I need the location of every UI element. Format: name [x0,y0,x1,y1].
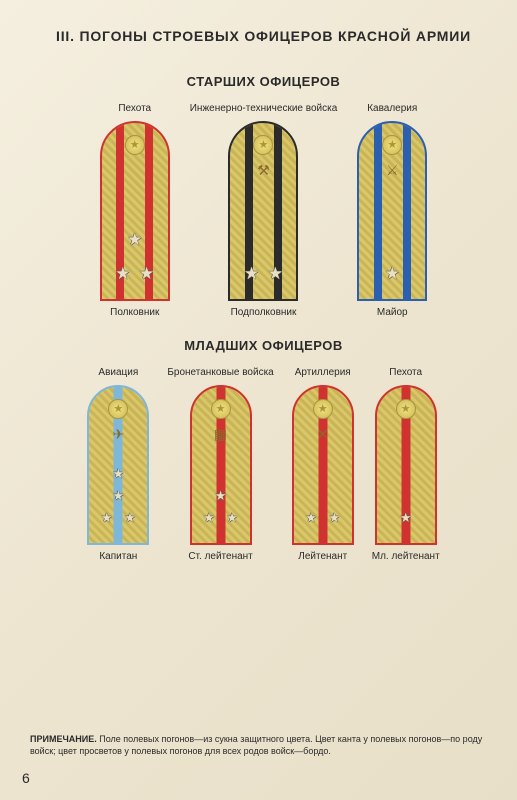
shoulder-board: ★ [375,385,437,545]
rank-star-icon: ★ [385,265,400,282]
shoulder-board-unit: Пехота ★ ★ ★ Полковник [100,103,170,318]
button-icon [396,399,416,419]
rank-star-icon: ★ [101,511,113,524]
rank-label: Ст. лейтенант [188,551,252,562]
rank-star-icon: ★ [215,489,227,502]
rank-star-icon: ★ [124,511,136,524]
rank-star-icon: ★ [115,265,130,282]
junior-row: Авиация✈★★★★КапитанБронетанковые войска▦… [30,367,497,562]
shoulder-board: ★ ★ ★ [100,121,170,301]
rank-label: Лейтенант [298,551,347,562]
shoulder-board-unit: Авиация✈★★★★Капитан [87,367,149,562]
junior-section-title: МЛАДШИХ ОФИЦЕРОВ [30,338,497,353]
rank-star-icon: ★ [139,265,154,282]
button-icon [253,135,273,155]
button-icon [108,399,128,419]
rank-star-icon: ★ [203,511,215,524]
rank-star-icon: ★ [127,231,142,248]
rank-star-icon: ★ [400,511,412,524]
branch-label: Кавалерия [367,103,417,115]
rank-label: Подполковник [231,307,297,318]
rank-star-icon: ★ [268,265,283,282]
rank-label: Мл. лейтенант [372,551,440,562]
button-icon [125,135,145,155]
shoulder-board-unit: Пехота ★ Мл. лейтенант [372,367,440,562]
stripe [403,123,411,299]
branch-label: Пехота [389,367,422,379]
footnote-lead: ПРИМЕЧАНИЕ. [30,734,97,744]
main-title: III. ПОГОНЫ СТРОЕВЫХ ОФИЦЕРОВ КРАСНОЙ АР… [30,28,497,44]
page-number: 6 [22,770,30,786]
footnote: ПРИМЕЧАНИЕ. Поле полевых погонов—из сукн… [30,733,497,758]
shoulder-board-unit: Бронетанковые войска▦★★★Ст. лейтенант [167,367,273,562]
senior-row: Пехота ★ ★ ★ Полковник Инженерно-технические … [30,103,497,318]
button-icon [382,135,402,155]
branch-emblem-icon: ✈ [112,427,124,441]
button-icon [313,399,333,419]
rank-star-icon: ★ [305,511,317,524]
rank-star-icon: ★ [329,511,341,524]
rank-label: Полковник [110,307,159,318]
branch-label: Инженерно-технические войска [190,103,338,115]
page: III. ПОГОНЫ СТРОЕВЫХ ОФИЦЕРОВ КРАСНОЙ АР… [0,0,517,800]
shoulder-board: ✕ ★ ★ [292,385,354,545]
branch-label: Артиллерия [295,367,351,379]
button-icon [211,399,231,419]
branch-emblem-icon: ⚔ [386,163,399,177]
shoulder-board: ⚔★ [357,121,427,301]
branch-emblem-icon: ▦ [214,427,227,441]
footnote-body: Поле полевых погонов—из сукна защитного … [30,734,482,757]
branch-emblem-icon: ✕ [317,427,329,441]
rank-star-icon: ★ [113,489,125,502]
rank-label: Капитан [99,551,137,562]
senior-section-title: СТАРШИХ ОФИЦЕРОВ [30,74,497,89]
rank-star-icon: ★ [244,265,259,282]
stripe [374,123,382,299]
branch-emblem-icon: ⚒ [257,163,270,177]
rank-label: Майор [377,307,408,318]
branch-label: Авиация [98,367,138,379]
shoulder-board-unit: Кавалерия⚔★Майор [357,103,427,318]
shoulder-board: ▦★★★ [190,385,252,545]
shoulder-board: ⚒ ★ ★ [228,121,298,301]
shoulder-board: ✈★★★★ [87,385,149,545]
branch-label: Бронетанковые войска [167,367,273,379]
branch-label: Пехота [118,103,151,115]
shoulder-board-unit: Инженерно-технические войска ⚒ ★ ★ Подполков… [190,103,338,318]
rank-star-icon: ★ [113,467,125,480]
rank-star-icon: ★ [226,511,238,524]
shoulder-board-unit: Артиллерия ✕ ★ ★ Лейтенант [292,367,354,562]
